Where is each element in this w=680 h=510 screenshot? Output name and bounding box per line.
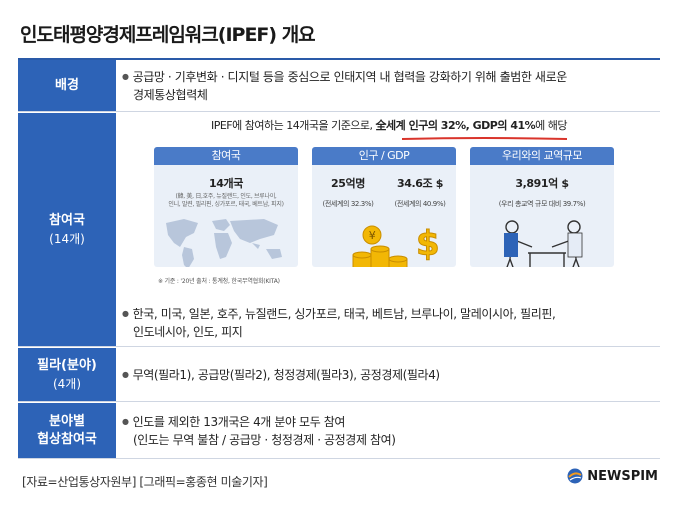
card-members: 참여국 14개국 (韓, 美, 日,호주, 뉴질랜드, 인도, 브루나이, 인니… — [154, 147, 298, 267]
title-divider — [18, 58, 660, 60]
members-list: 한국, 미국, 일본, 호주, 뉴질랜드, 싱가포르, 태국, 베트남, 브루나… — [122, 305, 656, 341]
background-content: 공급망 · 기후변화 · 디지털 등을 중심으로 인태지역 내 협력을 강화하기… — [122, 68, 656, 104]
card-members-value: 14개국 — [209, 177, 243, 190]
newspim-globe-icon — [567, 468, 583, 484]
gdp-share: (전세계의 40.9%) — [394, 200, 446, 208]
members-list-line2: 인도네시아, 인도, 피지 — [133, 325, 243, 339]
participation-text-line1: 인도를 제외한 13개국은 4개 분야 모두 참여 — [122, 413, 656, 431]
newspim-logo: NEWSPIM — [567, 468, 658, 484]
footer-source: [자료=산업통상자원부] [그래픽=홍종현 미술기자] — [22, 475, 268, 489]
trade-value: 3,891억 $ — [515, 177, 569, 190]
card-members-head: 참여국 — [154, 147, 298, 165]
participation-label: 분야별 협상참여국 — [18, 403, 116, 458]
card-members-detail2: 인니, 말련, 필리핀, 싱가포르, 태국, 베트남, 피지) — [168, 201, 284, 208]
members-row: 참여국 (14개) IPEF에 참여하는 14개국을 기준으로, 全세계 인구의… — [18, 113, 660, 347]
background-label: 배경 — [18, 60, 116, 111]
members-headline-bold: 全세계 인구의 32%, GDP의 41% — [375, 119, 536, 132]
svg-text:¥: ¥ — [369, 229, 376, 242]
pillars-label: 필라(분야) (4개) — [18, 348, 116, 401]
card-trade: 우리와의 교역규모 3,891억 $ (우리 총교역 규모 대비 39.7%) — [470, 147, 614, 267]
pillars-content: 무역(필라1), 공급망(필라2), 청정경제(필라3), 공정경제(필라4) — [122, 366, 656, 384]
participation-row: 분야별 협상참여국 인도를 제외한 13개국은 4개 분야 모두 참여 (인도는… — [18, 403, 660, 459]
members-source-note: ※ 기준 : '20년 출처 : 통계청, 한국무역협회(KITA) — [158, 278, 280, 285]
coins-icon: ¥ $ — [352, 224, 440, 267]
participation-content: 인도를 제외한 13개국은 4개 분야 모두 참여 (인도는 무역 불참 / 공… — [122, 413, 656, 449]
members-list-line1: 한국, 미국, 일본, 호주, 뉴질랜드, 싱가포르, 태국, 베트남, 브루나… — [122, 305, 656, 323]
gdp-value: 34.6조 $ — [397, 177, 443, 190]
background-row: 배경 공급망 · 기후변화 · 디지털 등을 중심으로 인태지역 내 협력을 강… — [18, 60, 660, 112]
red-underline — [402, 137, 567, 140]
card-trade-head: 우리와의 교역규모 — [470, 147, 614, 165]
members-content: IPEF에 참여하는 14개국을 기준으로, 全세계 인구의 32%, GDP의… — [122, 113, 656, 346]
members-label: 참여국 (14개) — [18, 113, 116, 346]
svg-text:$: $ — [416, 224, 439, 264]
pillars-row: 필라(분야) (4개) 무역(필라1), 공급망(필라2), 청정경제(필라3)… — [18, 348, 660, 402]
background-text-line2: 경제통상협력체 — [133, 88, 208, 102]
population-value: 25억명 — [331, 177, 365, 190]
card-population-gdp: 인구 / GDP 25억명 (전세계의 32.3%) 34.6조 $ (전세계의… — [312, 147, 456, 267]
pillars-text: 무역(필라1), 공급망(필라2), 청정경제(필라3), 공정경제(필라4) — [122, 366, 656, 384]
population-share: (전세계의 32.3%) — [322, 200, 374, 208]
world-map-icon — [166, 219, 282, 267]
page-title: 인도태평양경제프레임워크(IPEF) 개요 — [20, 24, 316, 46]
participation-text-line2: (인도는 무역 불참 / 공급망 · 청정경제 · 공정경제 참여) — [133, 433, 396, 447]
members-headline: IPEF에 참여하는 14개국을 기준으로, 全세계 인구의 32%, GDP의… — [210, 119, 568, 132]
card-members-detail1: (韓, 美, 日,호주, 뉴질랜드, 인도, 브루나이, — [175, 193, 277, 200]
card-population-gdp-head: 인구 / GDP — [312, 147, 456, 165]
handshake-icon — [504, 220, 583, 267]
trade-share: (우리 총교역 규모 대비 39.7%) — [498, 200, 586, 208]
background-text-line1: 공급망 · 기후변화 · 디지털 등을 중심으로 인태지역 내 협력을 강화하기… — [122, 68, 656, 86]
